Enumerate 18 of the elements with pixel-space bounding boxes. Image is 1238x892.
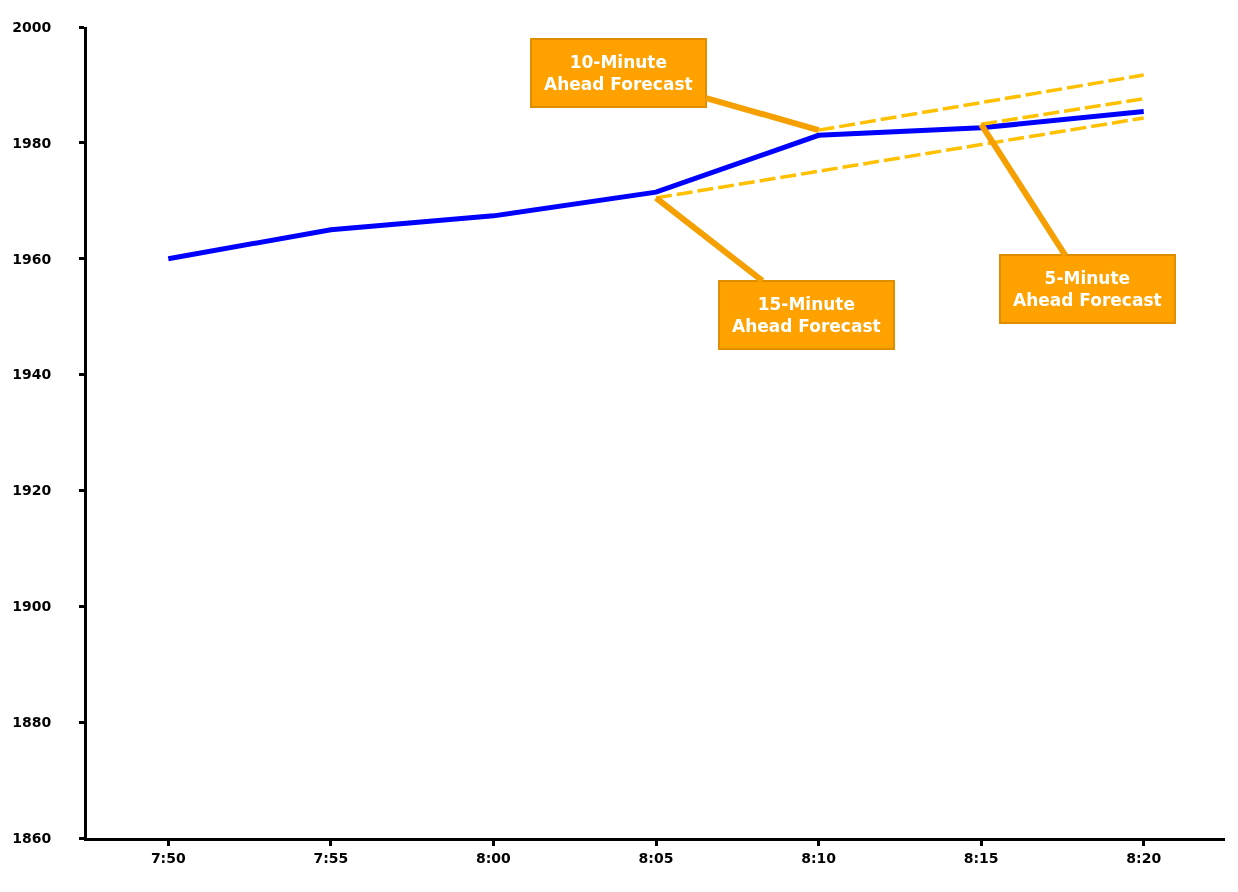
x-tick-label: 7:55 [313,849,349,866]
y-tick-label: 1960 [12,250,52,267]
annotation: 5-Minute Ahead Forecast [1013,268,1162,311]
annotation: 15-Minute Ahead Forecast [732,294,881,337]
x-tick-label: 8:00 [476,849,512,866]
y-tick-label: 1880 [12,714,52,731]
y-tick-label: 1980 [12,134,52,151]
y-tick-label: 1920 [12,482,52,499]
y-tick-label: 1900 [12,598,52,615]
y-tick-label: 1860 [12,829,52,846]
annotation: 10-Minute Ahead Forecast [544,52,693,95]
x-tick-label: 8:10 [801,849,837,866]
x-tick-label: 7:50 [150,849,186,866]
x-tick-label: 8:15 [963,849,999,866]
x-tick-label: 8:05 [638,849,674,866]
y-tick-label: 1940 [12,366,52,383]
x-tick-label: 8:20 [1126,849,1162,866]
y-tick-label: 2000 [12,18,52,35]
